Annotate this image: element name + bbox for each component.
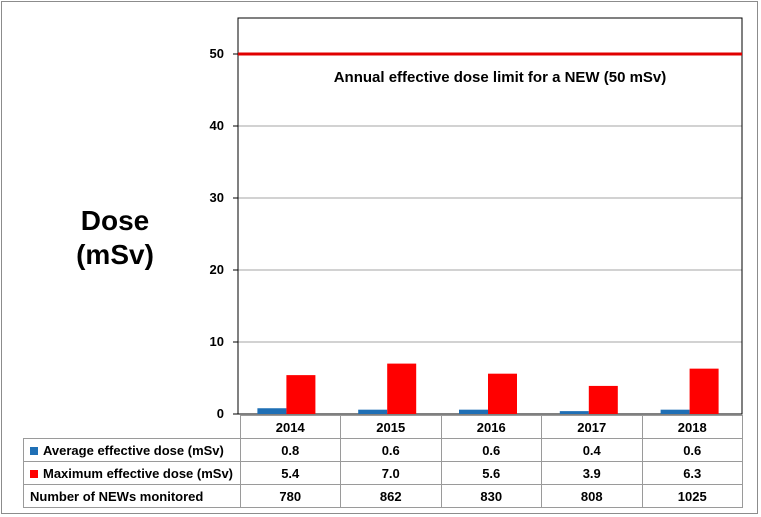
x-tick-label: 2018 <box>641 415 743 439</box>
legend-entry: Maximum effective dose (mSv) <box>23 461 241 485</box>
legend-label: Maximum effective dose (mSv) <box>43 465 234 481</box>
reference-line-label: Annual effective dose limit for a NEW (5… <box>334 69 667 86</box>
data-label: 5.6 <box>440 461 542 485</box>
table-row-label: Number of NEWs monitored <box>23 484 241 508</box>
y-axis-label-line-1: Dose <box>80 205 150 236</box>
legend-label: Average effective dose (mSv) <box>43 442 224 458</box>
bar-maximum <box>286 375 316 414</box>
x-tick-label: 2017 <box>541 415 643 439</box>
bar-maximum <box>588 385 618 414</box>
bar-maximum <box>387 363 417 414</box>
bar-maximum <box>689 368 719 414</box>
y-tick-label: 30 <box>210 190 224 205</box>
table-header-row: 2014 2015 2016 2017 2018 <box>24 415 743 439</box>
y-axis-label: Dose (mSv) <box>60 204 170 272</box>
bar-average <box>660 409 690 414</box>
y-tick-label: 40 <box>210 118 224 133</box>
y-tick-label: 0 <box>217 406 224 421</box>
table-row-news-monitored: Number of NEWs monitored 780 862 830 808 1025 <box>23 484 743 508</box>
data-label: 0.6 <box>641 438 743 462</box>
table-cell: 1025 <box>641 484 743 508</box>
y-tick-label: 50 <box>210 46 224 61</box>
bar-average <box>257 408 287 414</box>
table-cell: 830 <box>440 484 542 508</box>
data-label: 0.4 <box>541 438 643 462</box>
table-corner <box>24 416 241 439</box>
data-label: 3.9 <box>541 461 643 485</box>
x-tick-label: 2016 <box>440 415 542 439</box>
bar-average <box>358 409 388 414</box>
y-axis-label-line-2: (mSv) <box>76 239 154 270</box>
data-label: 0.6 <box>340 438 442 462</box>
legend-key <box>30 446 38 455</box>
y-tick-label: 10 <box>210 334 224 349</box>
table-cell: 862 <box>340 484 442 508</box>
legend-entry: Average effective dose (mSv) <box>23 438 241 462</box>
data-table: 2014 2015 2016 2017 2018 Average effective d… <box>23 415 743 508</box>
table-cell: 780 <box>239 484 341 508</box>
bar-average <box>559 411 589 414</box>
table-row-maximum: Maximum effective dose (mSv) 5.4 7.0 5.6 3.9… <box>23 461 743 485</box>
data-label: 5.4 <box>239 461 341 485</box>
bar-maximum <box>488 373 517 414</box>
data-label: 0.8 <box>239 438 341 462</box>
data-label: 0.6 <box>440 438 542 462</box>
legend-key <box>30 469 38 478</box>
bar-average <box>459 409 488 414</box>
x-tick-label: 2014 <box>239 415 341 439</box>
y-tick-label: 20 <box>210 262 224 277</box>
data-label: 7.0 <box>340 461 442 485</box>
table-cell: 808 <box>541 484 643 508</box>
table-row-average: Average effective dose (mSv) 0.8 0.6 0.6 0.4… <box>23 438 743 462</box>
x-tick-label: 2015 <box>340 415 442 439</box>
data-label: 6.3 <box>641 461 743 485</box>
